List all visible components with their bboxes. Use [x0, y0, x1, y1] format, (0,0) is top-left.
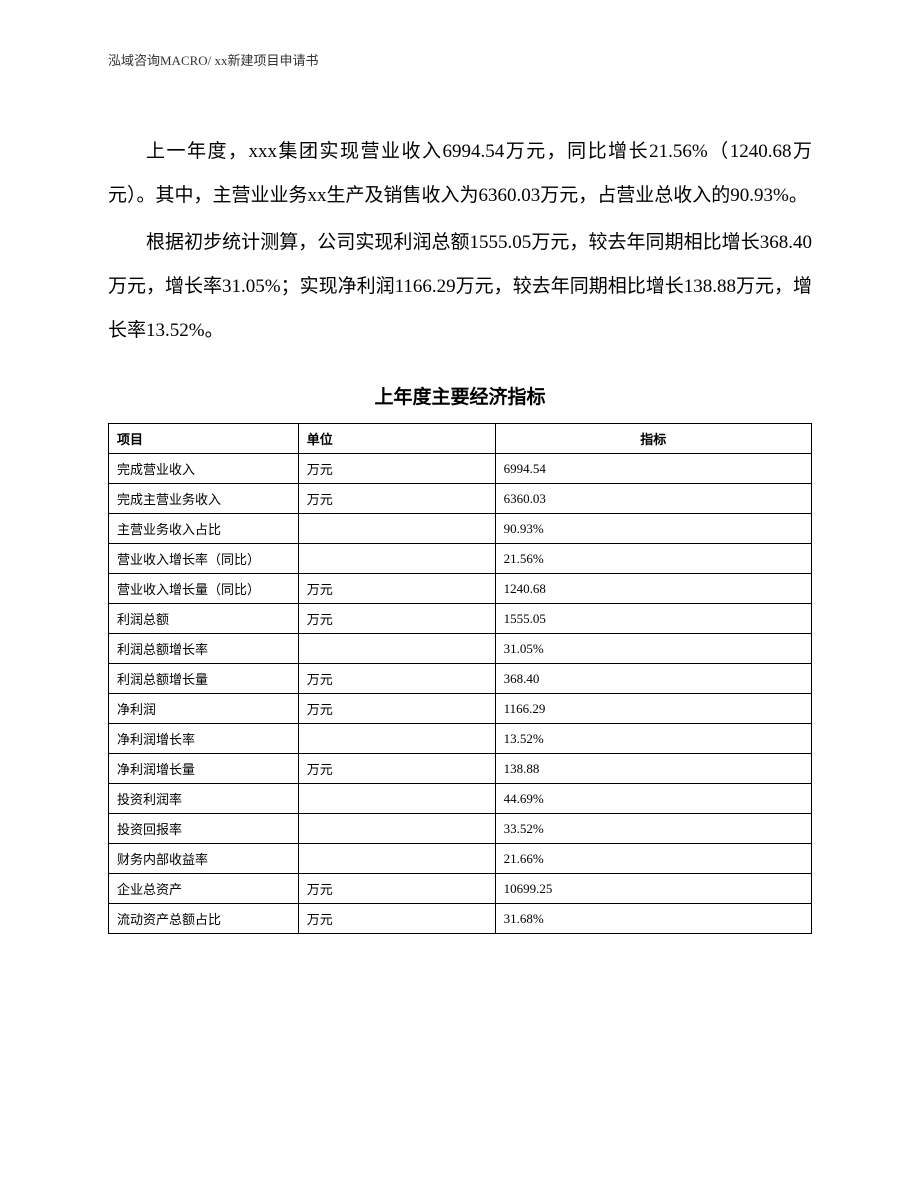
cell-project: 营业收入增长率（同比） [109, 544, 299, 574]
cell-value: 1555.05 [495, 604, 811, 634]
cell-value: 31.68% [495, 904, 811, 934]
cell-unit [298, 724, 495, 754]
cell-project: 净利润增长率 [109, 724, 299, 754]
cell-unit [298, 814, 495, 844]
cell-unit: 万元 [298, 694, 495, 724]
paragraph-1: 上一年度，xxx集团实现营业收入6994.54万元，同比增长21.56%（124… [108, 130, 812, 217]
cell-unit: 万元 [298, 874, 495, 904]
cell-project: 完成营业收入 [109, 454, 299, 484]
cell-project: 净利润增长量 [109, 754, 299, 784]
cell-unit [298, 844, 495, 874]
cell-unit: 万元 [298, 754, 495, 784]
table-row: 企业总资产万元10699.25 [109, 874, 812, 904]
cell-value: 13.52% [495, 724, 811, 754]
table-row: 利润总额万元1555.05 [109, 604, 812, 634]
table-row: 净利润万元1166.29 [109, 694, 812, 724]
column-header-indicator: 指标 [495, 424, 811, 454]
column-header-unit: 单位 [298, 424, 495, 454]
cell-unit [298, 544, 495, 574]
cell-value: 33.52% [495, 814, 811, 844]
table-row: 投资利润率 44.69% [109, 784, 812, 814]
cell-unit [298, 514, 495, 544]
cell-project: 利润总额 [109, 604, 299, 634]
cell-value: 1240.68 [495, 574, 811, 604]
table-row: 营业收入增长量（同比）万元1240.68 [109, 574, 812, 604]
cell-value: 6360.03 [495, 484, 811, 514]
cell-unit [298, 634, 495, 664]
table-row: 净利润增长量万元138.88 [109, 754, 812, 784]
page-header: 泓域咨询MACRO/ xx新建项目申请书 [108, 50, 319, 69]
cell-value: 31.05% [495, 634, 811, 664]
cell-value: 21.56% [495, 544, 811, 574]
cell-unit: 万元 [298, 604, 495, 634]
table-row: 主营业务收入占比 90.93% [109, 514, 812, 544]
cell-project: 投资利润率 [109, 784, 299, 814]
table-row: 净利润增长率 13.52% [109, 724, 812, 754]
cell-project: 营业收入增长量（同比） [109, 574, 299, 604]
cell-unit: 万元 [298, 574, 495, 604]
cell-project: 企业总资产 [109, 874, 299, 904]
table-header-row: 项目 单位 指标 [109, 424, 812, 454]
cell-value: 21.66% [495, 844, 811, 874]
cell-project: 主营业务收入占比 [109, 514, 299, 544]
table-title: 上年度主要经济指标 [108, 382, 812, 409]
cell-unit: 万元 [298, 664, 495, 694]
table-row: 流动资产总额占比万元31.68% [109, 904, 812, 934]
cell-value: 6994.54 [495, 454, 811, 484]
column-header-project: 项目 [109, 424, 299, 454]
table-row: 营业收入增长率（同比） 21.56% [109, 544, 812, 574]
table-row: 财务内部收益率 21.66% [109, 844, 812, 874]
cell-project: 利润总额增长量 [109, 664, 299, 694]
table-row: 投资回报率 33.52% [109, 814, 812, 844]
paragraph-2: 根据初步统计测算，公司实现利润总额1555.05万元，较去年同期相比增长368.… [108, 221, 812, 352]
cell-value: 44.69% [495, 784, 811, 814]
table-row: 利润总额增长量万元368.40 [109, 664, 812, 694]
cell-project: 投资回报率 [109, 814, 299, 844]
cell-project: 净利润 [109, 694, 299, 724]
cell-project: 流动资产总额占比 [109, 904, 299, 934]
table-row: 完成主营业务收入万元6360.03 [109, 484, 812, 514]
cell-project: 完成主营业务收入 [109, 484, 299, 514]
cell-project: 利润总额增长率 [109, 634, 299, 664]
cell-value: 138.88 [495, 754, 811, 784]
table-row: 利润总额增长率 31.05% [109, 634, 812, 664]
cell-unit: 万元 [298, 484, 495, 514]
table-body: 完成营业收入万元6994.54 完成主营业务收入万元6360.03 主营业务收入… [109, 454, 812, 934]
cell-value: 368.40 [495, 664, 811, 694]
cell-unit: 万元 [298, 454, 495, 484]
content-area: 上一年度，xxx集团实现营业收入6994.54万元，同比增长21.56%（124… [108, 130, 812, 934]
cell-value: 10699.25 [495, 874, 811, 904]
cell-project: 财务内部收益率 [109, 844, 299, 874]
cell-unit [298, 784, 495, 814]
table-row: 完成营业收入万元6994.54 [109, 454, 812, 484]
economic-indicators-table: 项目 单位 指标 完成营业收入万元6994.54 完成主营业务收入万元6360.… [108, 423, 812, 934]
cell-unit: 万元 [298, 904, 495, 934]
header-text: 泓域咨询MACRO/ xx新建项目申请书 [108, 53, 319, 68]
cell-value: 90.93% [495, 514, 811, 544]
cell-value: 1166.29 [495, 694, 811, 724]
